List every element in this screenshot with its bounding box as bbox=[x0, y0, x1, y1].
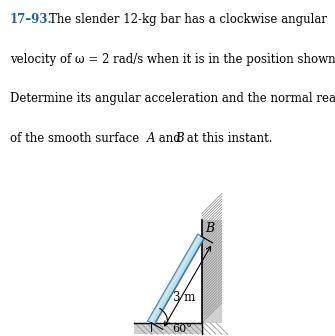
Text: velocity of ω = 2 rad/s when it is in the position shown.: velocity of ω = 2 rad/s when it is in th… bbox=[10, 53, 335, 66]
Text: B: B bbox=[175, 132, 184, 145]
Text: B: B bbox=[205, 221, 214, 235]
Polygon shape bbox=[148, 235, 204, 325]
Bar bbox=[202, 220, 222, 323]
Text: of the smooth surface: of the smooth surface bbox=[10, 132, 143, 145]
Text: and: and bbox=[155, 132, 184, 145]
Text: Determine its angular acceleration and the normal reactions: Determine its angular acceleration and t… bbox=[10, 92, 335, 105]
Text: 17–93.: 17–93. bbox=[10, 13, 53, 26]
Text: 60°: 60° bbox=[172, 324, 192, 334]
Text: at this instant.: at this instant. bbox=[183, 132, 272, 145]
Text: A: A bbox=[147, 132, 155, 145]
Bar bbox=[134, 323, 202, 334]
Text: 3 m: 3 m bbox=[174, 291, 196, 304]
Polygon shape bbox=[148, 235, 201, 323]
Text: The slender 12-kg bar has a clockwise angular: The slender 12-kg bar has a clockwise an… bbox=[49, 13, 327, 26]
